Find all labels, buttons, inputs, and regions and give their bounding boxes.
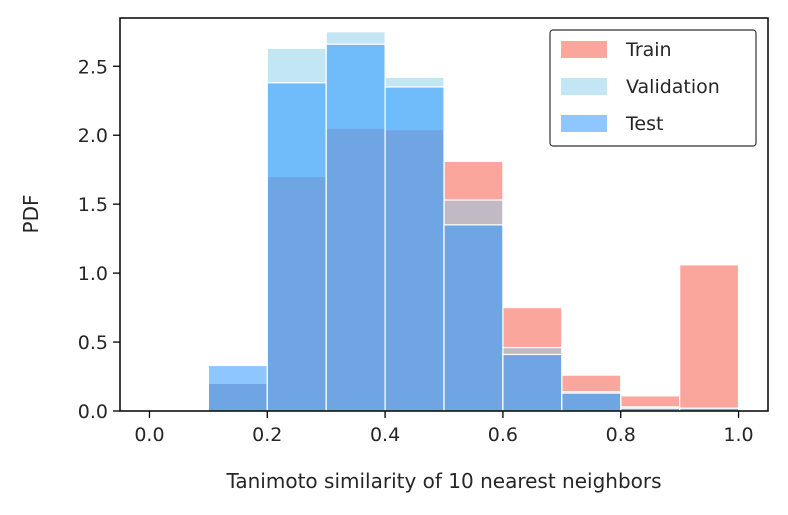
bar-test-bin-5 [443,224,504,412]
y-axis-label: PDF [19,195,43,234]
legend-swatch-train [561,41,607,58]
x-tick-label: 0.8 [606,424,636,446]
legend-label-train: Train [625,39,672,61]
legend-label-test: Test [625,113,663,135]
bar-test-bin-6 [502,353,563,412]
legend-swatch-test [561,115,607,132]
x-tick-label: 0.4 [370,424,400,446]
y-tick-label: 2.5 [78,56,108,78]
legend-label-validation: Validation [626,76,720,98]
x-axis-label: Tanimoto similarity of 10 nearest neighb… [225,469,661,493]
plot-frame [119,17,769,412]
x-tick-label: 0.2 [252,424,282,446]
bar-test-bin-4 [384,86,445,412]
x-tick-label: 0.6 [488,424,518,446]
y-axis-ticks: 0.0 0.5 1.0 1.5 2.0 2.5 [78,56,120,423]
x-tick-label: 1.0 [723,424,753,446]
x-tick-label: 0.0 [134,424,164,446]
y-tick-label: 0.0 [78,401,108,423]
x-axis-ticks: 0.0 0.2 0.4 0.6 0.8 1.0 [134,411,754,446]
legend: Train Validation Test [549,29,757,147]
y-tick-label: 2.0 [78,125,108,147]
bar-test-bin-7 [561,392,622,412]
bar-test-bin-3 [325,43,386,412]
bar-test-bin-1 [207,364,268,412]
bar-test-bin-2 [266,82,327,412]
y-tick-label: 0.5 [78,332,108,354]
legend-swatch-validation [561,78,607,95]
bar-train-bin-9 [679,264,740,412]
y-tick-label: 1.0 [78,263,108,285]
histogram-bars [207,31,740,412]
y-tick-label: 1.5 [78,194,108,216]
